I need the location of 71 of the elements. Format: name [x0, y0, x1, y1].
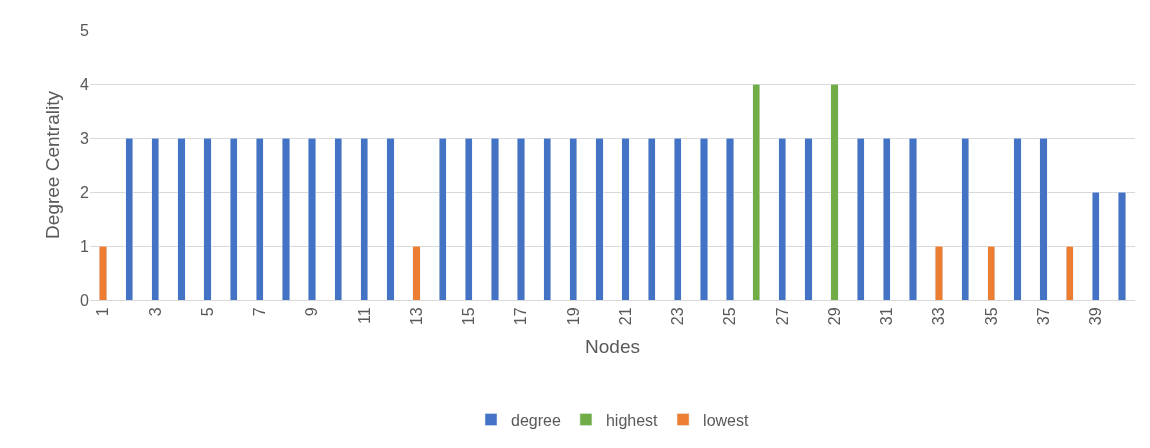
bar — [856, 137, 865, 300]
bar — [1091, 191, 1100, 300]
bar — [125, 137, 134, 300]
bar — [804, 137, 813, 300]
bar — [882, 137, 891, 300]
y-tick-label: 2 — [80, 183, 90, 201]
y-tick-label: 0 — [80, 291, 90, 309]
bar — [177, 137, 186, 300]
x-tick-label: 21 — [616, 307, 634, 326]
x-tick-label: 5 — [198, 307, 216, 317]
x-tick-label: 33 — [930, 307, 948, 326]
bar — [752, 83, 761, 300]
bar — [935, 245, 943, 300]
x-tick-label: 25 — [721, 307, 739, 326]
bar — [99, 245, 107, 300]
bar — [621, 137, 630, 300]
y-axis-title: Degree Centrality — [41, 90, 63, 239]
x-tick-label: 39 — [1087, 307, 1105, 326]
x-tick-label: 11 — [355, 307, 373, 325]
legend-label: degree — [511, 411, 561, 429]
x-axis-title: Nodes — [585, 336, 640, 357]
y-tick-label: 1 — [80, 237, 90, 255]
bar — [412, 245, 421, 300]
x-tick-label: 3 — [146, 307, 164, 317]
bar — [961, 137, 970, 300]
bar — [386, 137, 395, 300]
bar — [255, 137, 264, 300]
x-tick-label: 29 — [825, 307, 843, 326]
legend-label: lowest — [703, 411, 749, 429]
bar — [595, 137, 604, 300]
bar — [673, 137, 682, 300]
bar — [1065, 245, 1074, 300]
x-tick-label: 7 — [251, 307, 269, 317]
bar — [778, 137, 787, 300]
bar — [647, 137, 656, 300]
bar — [334, 137, 343, 300]
bar — [282, 137, 290, 300]
bar — [909, 137, 917, 300]
bar — [517, 137, 525, 300]
bar — [464, 137, 473, 300]
bar — [1118, 191, 1126, 300]
bar — [203, 137, 212, 300]
bar — [491, 137, 499, 300]
bar — [229, 137, 238, 300]
bar — [308, 137, 316, 300]
x-tick-label: 1 — [94, 307, 112, 317]
bar — [1039, 137, 1048, 300]
bar — [1013, 137, 1022, 300]
x-tick-label: 13 — [407, 307, 425, 326]
bar — [726, 137, 734, 300]
x-tick-label: 35 — [982, 307, 1000, 326]
x-tick-label: 15 — [460, 307, 478, 326]
bar — [151, 137, 160, 300]
x-tick-label: 19 — [564, 307, 582, 326]
y-tick-label: 3 — [80, 129, 90, 147]
x-tick-label: 9 — [303, 307, 321, 317]
bar — [543, 137, 552, 300]
y-tick-label: 5 — [80, 21, 90, 39]
bar — [987, 245, 996, 300]
x-tick-label: 23 — [669, 307, 687, 326]
bar — [360, 137, 369, 300]
bar — [438, 137, 447, 300]
x-tick-label: 31 — [878, 307, 896, 326]
x-tick-label: 37 — [1034, 307, 1052, 326]
x-tick-label: 17 — [512, 307, 530, 326]
x-tick-label: 27 — [773, 307, 791, 326]
y-tick-label: 4 — [80, 75, 90, 93]
bar — [569, 137, 578, 300]
legend-label: highest — [605, 411, 659, 429]
bar — [830, 83, 839, 300]
bar — [700, 137, 708, 300]
